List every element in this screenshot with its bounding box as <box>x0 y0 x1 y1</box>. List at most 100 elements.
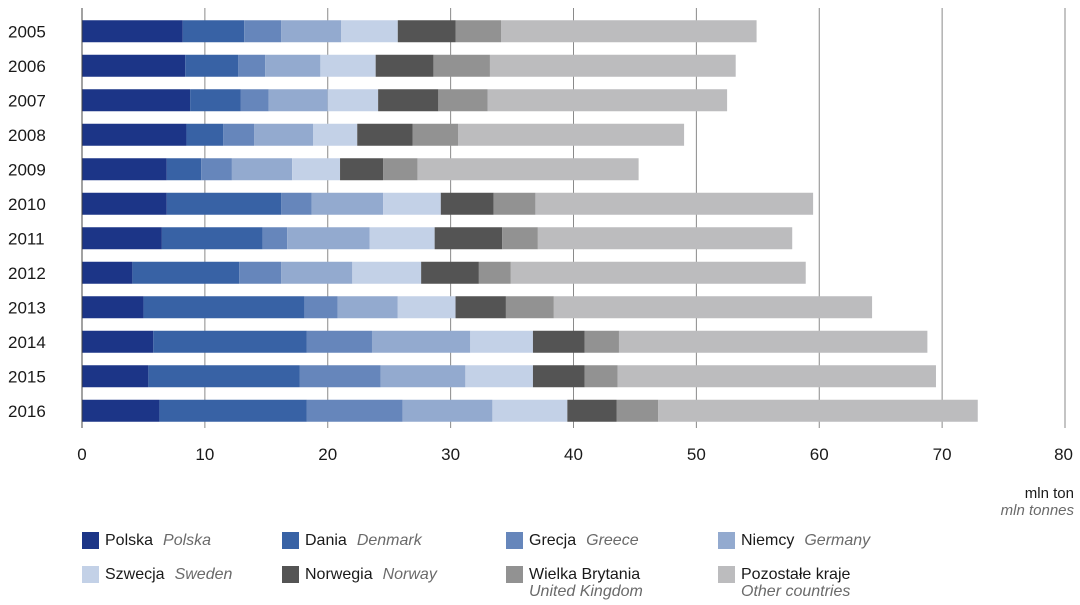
bar-segment <box>148 365 299 387</box>
legend-swatch <box>506 532 523 549</box>
x-tick-label: 30 <box>441 445 460 464</box>
year-label: 2015 <box>8 367 46 386</box>
bar-segment <box>352 262 421 284</box>
year-label: 2007 <box>8 91 46 110</box>
legend-text: Niemcy Germany <box>741 532 870 549</box>
bar-segment <box>370 227 435 249</box>
bar-segment <box>535 193 813 215</box>
bar-segment <box>490 55 736 77</box>
bar-segment <box>167 158 201 180</box>
x-axis-label: mln ton <box>1001 485 1074 502</box>
year-label: 2009 <box>8 160 46 179</box>
bar-segment <box>244 20 281 42</box>
bar-segment <box>186 124 223 146</box>
legend-text: Pozostałe kraje Other countries <box>741 566 850 600</box>
x-tick-label: 60 <box>810 445 829 464</box>
bar-segment <box>281 20 341 42</box>
bar-segment <box>143 296 304 318</box>
bar-segment <box>506 296 554 318</box>
bars <box>82 20 978 422</box>
year-label: 2012 <box>8 264 46 283</box>
bar-segment <box>533 365 585 387</box>
legend-text: Norwegia Norway <box>305 566 437 583</box>
bar-segment <box>511 262 806 284</box>
bar-segment <box>185 55 238 77</box>
bar-segment <box>307 400 403 422</box>
bar-segment <box>398 296 456 318</box>
bar-segment <box>313 124 357 146</box>
bar-segment <box>304 296 337 318</box>
bar-segment <box>190 89 240 111</box>
legend-label-en: Polska <box>163 532 211 549</box>
legend-swatch <box>506 566 523 583</box>
bar-segment <box>340 158 383 180</box>
legend-label-en: United Kingdom <box>529 583 643 600</box>
bar-segment <box>403 400 493 422</box>
legend-label: Szwecja <box>105 566 165 583</box>
legend-item: Szwecja Sweden <box>82 566 232 583</box>
x-tick-label: 0 <box>77 445 86 464</box>
legend-swatch <box>282 566 299 583</box>
bar-segment <box>232 158 292 180</box>
bar-segment <box>82 296 143 318</box>
year-label: 2005 <box>8 22 46 41</box>
bar-segment <box>132 262 239 284</box>
x-tick-label: 50 <box>687 445 706 464</box>
bar-segment <box>183 20 244 42</box>
legend-swatch <box>718 532 735 549</box>
bar-segment <box>269 89 328 111</box>
bar-segment <box>82 365 148 387</box>
bar-segment <box>501 20 757 42</box>
bar-segment <box>167 193 281 215</box>
bar-segment <box>479 262 511 284</box>
year-label: 2006 <box>8 57 46 76</box>
bar-segment <box>381 365 466 387</box>
bar-segment <box>281 262 352 284</box>
bar-segment <box>487 89 727 111</box>
legend-item: Niemcy Germany <box>718 532 870 549</box>
bar-segment <box>312 193 383 215</box>
bar-segment <box>456 20 501 42</box>
bar-segment <box>372 331 470 353</box>
legend-item: Dania Denmark <box>282 532 422 549</box>
bar-segment <box>201 158 232 180</box>
bar-segment <box>82 400 159 422</box>
bar-segment <box>299 365 380 387</box>
bar-segment <box>254 124 313 146</box>
legend-label-en: Denmark <box>357 532 422 549</box>
bar-segment <box>281 193 312 215</box>
bar-segment <box>82 124 186 146</box>
bar-segment <box>458 124 684 146</box>
bar-segment <box>82 20 183 42</box>
bar-segment <box>338 296 398 318</box>
bar-segment <box>619 331 927 353</box>
bar-segment <box>533 331 585 353</box>
bar-segment <box>433 55 490 77</box>
bar-segment <box>82 193 167 215</box>
bar-segment <box>494 193 536 215</box>
bar-segment <box>82 158 167 180</box>
bar-segment <box>585 331 619 353</box>
bar-segment <box>153 331 307 353</box>
bar-segment <box>82 89 190 111</box>
bar-segment <box>398 20 456 42</box>
bar-segment <box>421 262 479 284</box>
x-axis-unit: mln ton mln tonnes <box>1001 485 1074 519</box>
bar-segment <box>441 193 494 215</box>
bar-segment <box>328 89 378 111</box>
bar-segment <box>378 89 438 111</box>
legend-label: Wielka Brytania <box>529 566 643 583</box>
bar-segment <box>238 55 265 77</box>
year-label: 2011 <box>8 229 45 248</box>
x-tick-label: 20 <box>318 445 337 464</box>
bar-segment <box>383 158 417 180</box>
bar-segment <box>383 193 441 215</box>
x-tick-label: 40 <box>564 445 583 464</box>
legend-label: Grecja <box>529 532 576 549</box>
bar-segment <box>82 262 132 284</box>
legend-label-en: Greece <box>586 532 638 549</box>
year-label: 2010 <box>8 195 46 214</box>
legend-text: Polska Polska <box>105 532 211 549</box>
year-label: 2016 <box>8 402 46 421</box>
year-label: 2013 <box>8 298 46 317</box>
